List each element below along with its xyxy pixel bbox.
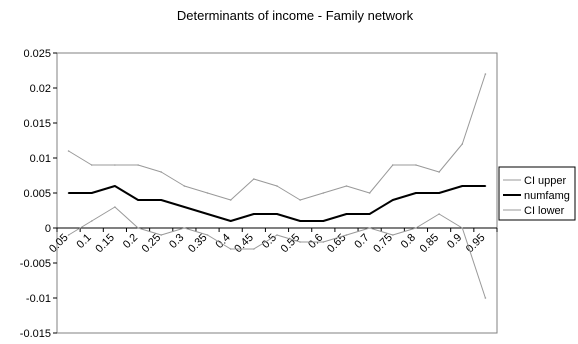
x-tick-label: 0.15 <box>93 232 117 256</box>
legend-label: CI upper <box>524 175 567 187</box>
data-point <box>484 73 487 75</box>
data-point <box>322 192 325 194</box>
x-tick-label: 0.55 <box>279 232 303 256</box>
y-tick-label: 0.025 <box>23 48 51 60</box>
data-point <box>322 241 325 243</box>
data-point <box>206 192 209 194</box>
x-tick-label: 0.1 <box>75 232 94 251</box>
data-point <box>415 192 417 194</box>
x-tick-label: 0.6 <box>306 232 325 251</box>
x-tick-label: 0.7 <box>352 232 371 251</box>
data-point <box>391 164 394 166</box>
data-point <box>114 206 116 208</box>
data-point <box>160 171 163 173</box>
data-point <box>299 241 301 243</box>
data-point <box>438 171 440 173</box>
y-tick-label: 0.02 <box>30 83 51 95</box>
data-point <box>391 234 394 236</box>
data-point <box>345 213 348 215</box>
data-point <box>415 164 417 166</box>
data-point <box>438 213 440 215</box>
data-point <box>90 192 93 194</box>
data-point <box>137 199 139 201</box>
x-tick-label: 0.8 <box>399 232 418 251</box>
data-point <box>137 164 139 166</box>
data-point <box>438 192 440 194</box>
data-point <box>461 143 464 145</box>
data-point <box>299 220 301 222</box>
data-point <box>415 227 417 229</box>
data-point <box>368 192 371 194</box>
data-point <box>368 227 371 229</box>
legend-box <box>498 166 576 221</box>
plot-area: 0.025 0.02 0.015 0.01 0.005 0 -0.005 -0.01 -0.01… <box>20 48 498 340</box>
data-point <box>368 213 371 215</box>
chart-title: Determinants of income - Family network <box>177 8 414 23</box>
x-tick-label: 0.5 <box>260 232 279 251</box>
data-point <box>484 185 487 187</box>
y-tick-label: 0.015 <box>23 118 51 130</box>
data-point <box>229 199 232 201</box>
data-point <box>67 150 70 152</box>
data-point <box>276 234 278 236</box>
data-point <box>229 248 232 250</box>
x-tick-label: 0.85 <box>418 232 442 256</box>
data-point <box>345 234 348 236</box>
legend-label: numfamg <box>524 190 570 202</box>
data-point <box>160 199 163 201</box>
data-point <box>322 220 325 222</box>
x-tick-label: 0.45 <box>232 232 256 256</box>
data-point <box>67 192 70 194</box>
data-point <box>183 227 186 229</box>
data-point <box>276 213 278 215</box>
data-point <box>253 248 255 250</box>
data-point <box>253 213 255 215</box>
data-point <box>67 234 70 236</box>
legend-label: CI lower <box>524 205 565 217</box>
series-line-ci-upper <box>68 73 486 201</box>
data-point <box>484 297 487 299</box>
x-tick-label: 0.9 <box>445 232 464 251</box>
data-point <box>90 164 93 166</box>
data-point <box>253 178 255 180</box>
data-point <box>461 185 464 187</box>
x-tick-label: 0.2 <box>121 232 140 251</box>
data-point <box>160 234 163 236</box>
x-tick-label: 0.75 <box>371 232 395 256</box>
y-tick-label: 0.005 <box>23 188 51 200</box>
x-tick-label: 0.25 <box>140 232 164 256</box>
data-point <box>183 185 186 187</box>
x-tick-label: 0.05 <box>47 232 71 256</box>
legend: CI upper numfamg CI lower <box>498 166 576 221</box>
data-point <box>137 227 139 229</box>
series-line-numfamg <box>68 185 486 222</box>
x-tick-label: 0.35 <box>186 232 210 256</box>
data-point <box>276 185 278 187</box>
data-point <box>114 164 116 166</box>
x-tick-label: 0.3 <box>167 232 186 251</box>
y-tick-label: -0.01 <box>26 293 51 305</box>
data-point <box>345 185 348 187</box>
data-point <box>206 234 209 236</box>
y-tick-label: 0 <box>45 223 51 235</box>
y-tick-label: -0.015 <box>20 328 51 340</box>
data-point <box>114 185 116 187</box>
data-point <box>183 206 186 208</box>
y-tick-label: -0.005 <box>20 258 51 270</box>
y-tick-label: 0.01 <box>30 153 51 165</box>
data-point <box>206 213 209 215</box>
data-point <box>90 220 93 222</box>
data-point <box>461 227 464 229</box>
data-point <box>391 199 394 201</box>
data-point <box>299 199 301 201</box>
data-point <box>229 220 232 222</box>
